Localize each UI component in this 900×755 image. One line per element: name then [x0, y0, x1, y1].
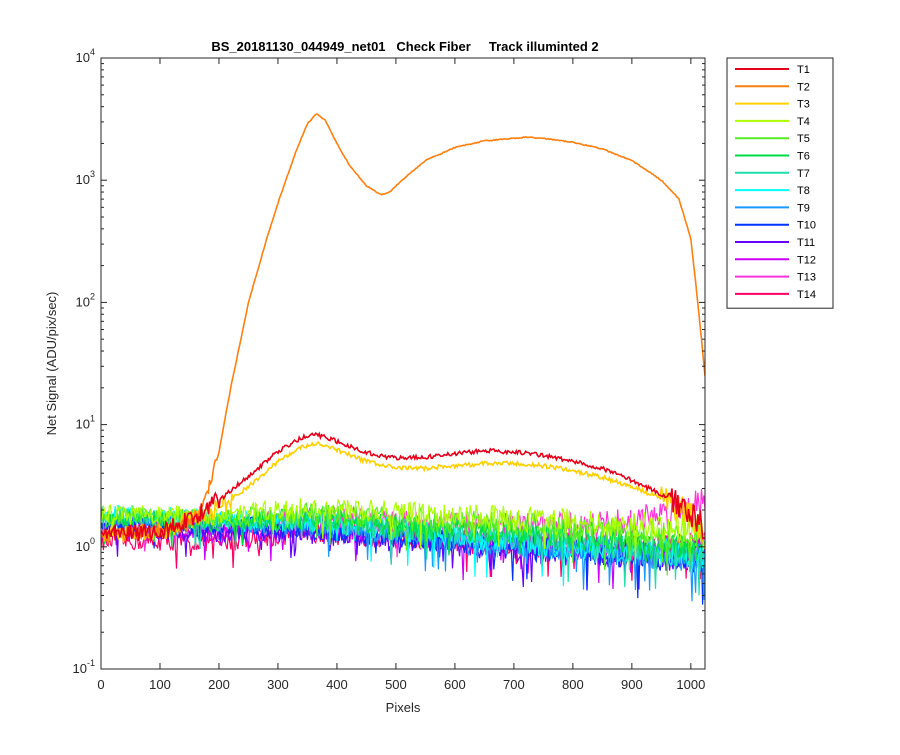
legend: T1 T2 T3 T4 T5 T6 T7 T8 T9 T10 T11 T12 T13 T14	[726, 57, 834, 309]
y-tick-label: 10-1	[73, 658, 95, 676]
x-tick-label: 300	[267, 677, 289, 692]
legend-box	[726, 57, 834, 309]
plot-frame	[100, 57, 706, 670]
x-tick-label: 100	[149, 677, 171, 692]
x-tick-label: 1000	[676, 677, 705, 692]
x-tick-label: 700	[503, 677, 525, 692]
x-tick-label: 0	[97, 677, 104, 692]
legend-label-t2: T2	[797, 81, 810, 93]
legend-label-t5: T5	[797, 133, 810, 145]
x-axis-label: Pixels	[386, 700, 421, 715]
legend-label-t14: T14	[797, 289, 816, 301]
axis-ticks: 0 100 200 300 400 500 600 700 800 900 1000 10-1 100 1…	[73, 47, 706, 692]
legend-label-t12: T12	[797, 254, 816, 266]
y-tick-label: 102	[76, 291, 95, 309]
y-tick-label: 100	[76, 536, 95, 554]
series-line-t1	[101, 431, 705, 542]
x-tick-label: 200	[208, 677, 230, 692]
x-tick-label: 400	[326, 677, 348, 692]
legend-label-t1: T1	[797, 64, 810, 76]
legend-label-t9: T9	[797, 202, 810, 214]
x-tick-label: 500	[385, 677, 407, 692]
y-axis-label: Net Signal (ADU/pix/sec)	[44, 292, 59, 436]
series-line-t5	[101, 502, 705, 576]
series-layer	[101, 112, 705, 605]
legend-label-t8: T8	[797, 185, 810, 197]
legend-label-t11: T11	[797, 237, 815, 249]
x-tick-label: 600	[444, 677, 466, 692]
y-tick-label: 101	[76, 414, 95, 432]
legend-label-t7: T7	[797, 168, 810, 180]
chart-title: BS_20181130_044949_net01 Check Fiber Tra…	[211, 39, 598, 54]
plot-area-background	[101, 58, 705, 669]
legend-label-t3: T3	[797, 99, 810, 111]
legend-label-t4: T4	[797, 116, 810, 128]
legend-label-t13: T13	[797, 272, 816, 284]
y-tick-label: 103	[76, 169, 95, 187]
legend-label-t6: T6	[797, 151, 810, 163]
x-tick-label: 800	[562, 677, 584, 692]
legend-label-t10: T10	[797, 220, 816, 232]
y-tick-label: 104	[76, 47, 95, 65]
x-tick-label: 900	[621, 677, 643, 692]
